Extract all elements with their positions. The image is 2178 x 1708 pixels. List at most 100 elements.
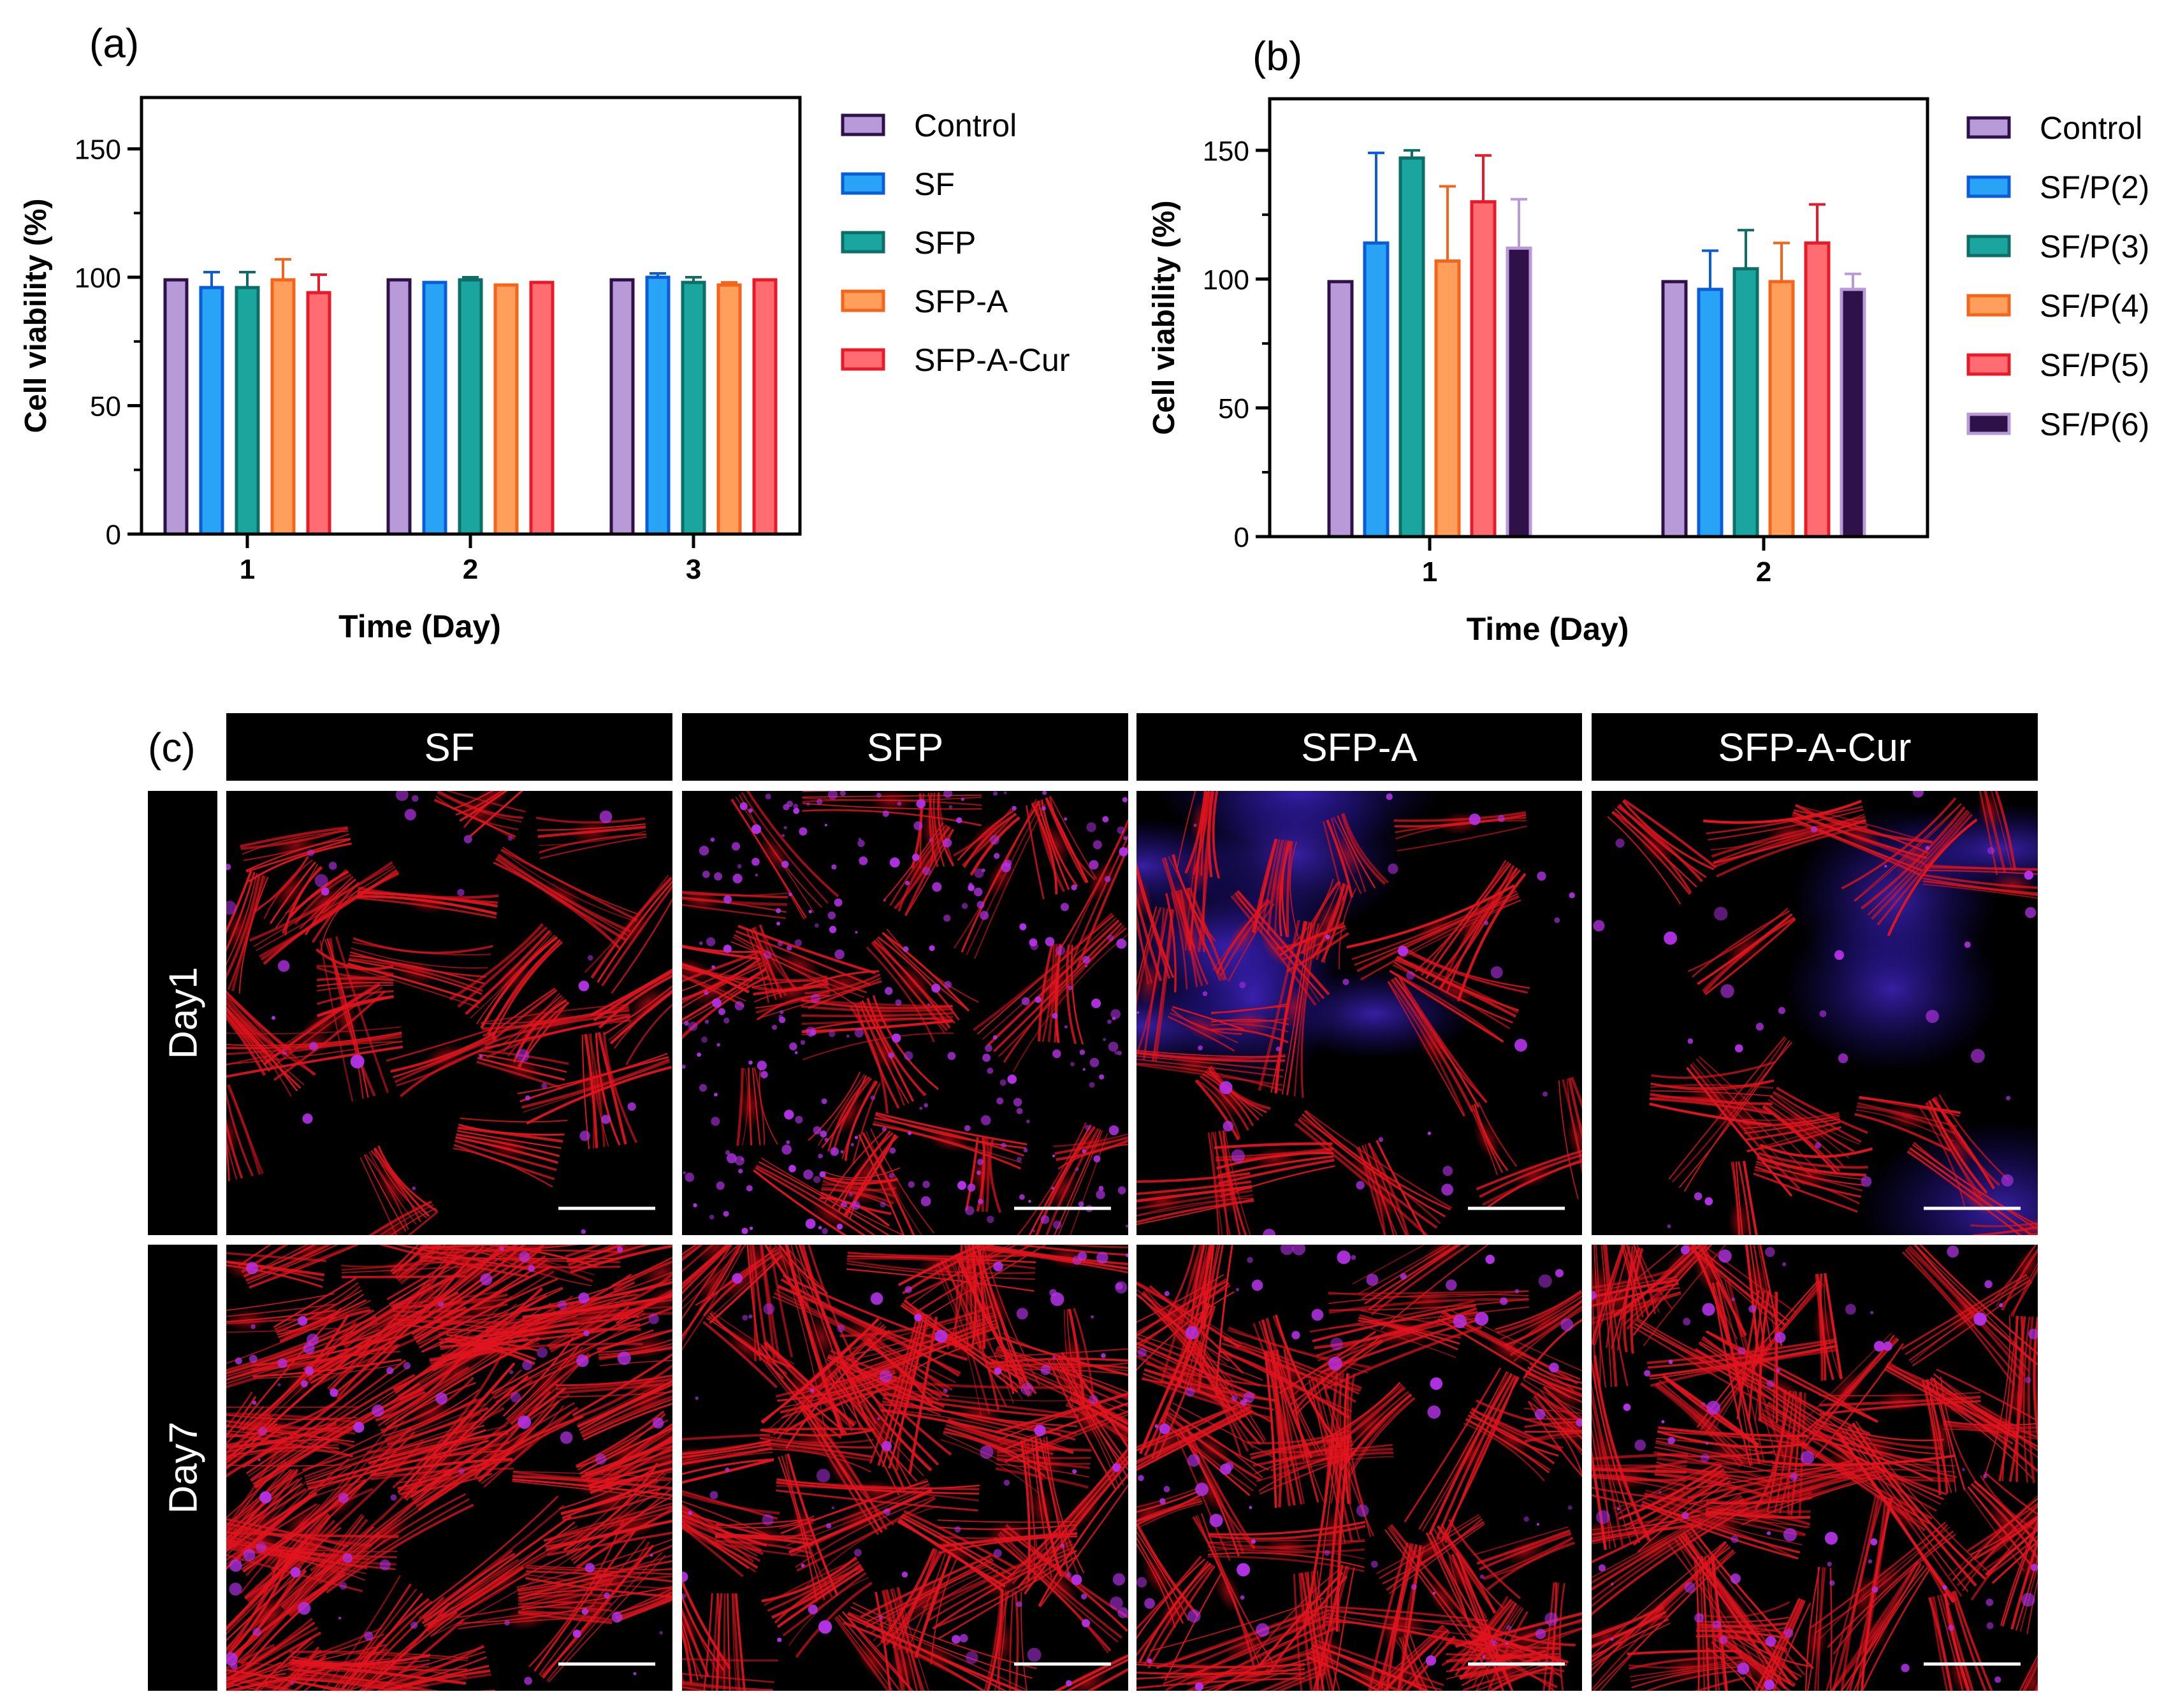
chart-a-legend-label-control: Control [914, 108, 1017, 143]
chart-a-legend-swatch-sf [841, 172, 885, 195]
chart-b-error-bar-sf-p-2-day-1 [1368, 151, 1384, 243]
chart-b-legend-label-sf-p-4: SF/P(4) [2040, 288, 2149, 324]
chart-b-error-bar-sf-p-5-day-2 [1809, 203, 1826, 243]
chart-a-legend-label-sfp-a-cur: SFP-A-Cur [914, 342, 1070, 378]
chart-a-error-bar-sf-day-1 [203, 271, 220, 288]
chart-a-bars [163, 257, 778, 536]
chart-b-error-bar-sf-p-5-day-1 [1475, 154, 1492, 202]
chart-a-ytick-label-0: 0 [106, 519, 121, 551]
chart-b-axes: 0 50 100 150 1 2 Time (Day) Cell viability (%) [1147, 97, 1929, 647]
chart-a-xtick-label-3: 3 [686, 554, 701, 585]
chart-b-xtick-label-2: 2 [1756, 556, 1771, 588]
nuclei-sfp-a-day7 [1136, 1245, 1582, 1691]
micrograph-sfp-a-cur-day7 [1592, 1245, 2038, 1691]
column-header-sfp-a-cur [1592, 713, 2038, 781]
chart-a-legend-item-sfp-a: SFP-A [841, 284, 1008, 319]
chart-a-bar-sfp-day-2 [458, 278, 483, 536]
chart-a-bar-sfp-a-cur-day-3 [752, 278, 778, 536]
chart-b-legend-item-sf-p-6: SF/P(6) [1966, 407, 2149, 442]
chart-a-error-bar-sfp-a-day-1 [275, 257, 291, 280]
actin-fibers-sf-day7 [226, 1245, 672, 1691]
chart-b-legend-swatch-control [1966, 116, 2011, 139]
chart-b-bars [1327, 148, 1866, 539]
column-header-sfp [682, 713, 1128, 781]
chart-b-legend: Control SF/P(2) SF/P(3) SF/P(4) SF/P(5) SF/P(… [1966, 110, 2149, 442]
chart-a-bar-sf-day-3 [645, 275, 671, 536]
chart-b-bar-sf-p-4-day-2 [1768, 280, 1795, 539]
chart-a-x-axis-label: Time (Day) [338, 609, 501, 644]
chart-b-legend-item-sf-p-5: SF/P(5) [1966, 347, 2149, 383]
nuclei-sfp-day1 [682, 791, 1128, 1234]
chart-b-bar-control-day-2 [1661, 280, 1688, 539]
chart-a-legend-item-sfp-a-cur: SFP-A-Cur [841, 342, 1070, 378]
micrograph-sf-day1 [226, 791, 672, 1235]
chart-b-error-bar-sf-p-4-day-2 [1773, 242, 1790, 282]
chart-a-bar-sf-day-2 [422, 280, 447, 536]
chart-a-legend-label-sfp-a: SFP-A [914, 284, 1008, 319]
chart-b-ytick-label-150: 150 [1203, 136, 1249, 167]
nuclei-sfp-a-day1 [1136, 793, 1575, 1235]
column-header-label-sfp-a: SFP-A [1301, 726, 1418, 770]
chart-b-error-bar-sf-p-4-day-1 [1439, 185, 1456, 261]
micrograph-sfp-day1 [682, 791, 1128, 1235]
chart-a-y-axis-label: Cell viability (%) [19, 198, 53, 433]
nuclei-sfp-a-cur-day1 [1593, 791, 2036, 1229]
panel-label-c: (c) [148, 725, 196, 771]
chart-a-error-bar-sfp-day-2 [462, 276, 479, 280]
chart-b-bar-sf-p-3-day-1 [1398, 156, 1425, 539]
column-header-sfp-a [1136, 713, 1582, 781]
chart-a-bar-sfp-a-cur-day-1 [306, 291, 331, 536]
chart-a-error-bar-sfp-a-cur-day-1 [310, 273, 327, 293]
chart-b-error-bar-sf-p-2-day-2 [1702, 249, 1718, 290]
chart-b-legend-swatch-sf-p-6 [1966, 412, 2011, 435]
chart-b-ytick-label-100: 100 [1203, 264, 1249, 296]
chart-b-legend-swatch-sf-p-4 [1966, 294, 2011, 317]
chart-a-error-bar-sfp-day-1 [239, 271, 256, 288]
chart-b-bar-sf-p-6-day-1 [1506, 246, 1532, 539]
chart-a-axes: 0 50 100 150 1 2 3 Time (Day) Cell viability (%) [19, 96, 802, 644]
chart-a-bar-sfp-day-3 [681, 280, 706, 536]
chart-a-legend-swatch-sfp [841, 231, 885, 254]
micrograph-sfp-day7 [682, 1245, 1128, 1691]
chart-b-bar-sf-p-5-day-2 [1804, 241, 1831, 539]
chart-b-ytick-label-50: 50 [1218, 393, 1249, 424]
chart-b-bar-sf-p-4-day-1 [1434, 259, 1461, 539]
row-header-day1 [148, 791, 217, 1235]
chart-a-error-bar-sf-day-3 [650, 272, 666, 278]
chart-b-error-bar-sf-p-3-day-1 [1404, 148, 1420, 158]
chart-a-legend-label-sf: SF [914, 166, 955, 202]
chart-b-legend-item-sf-p-2: SF/P(2) [1966, 170, 2149, 205]
actin-fibers-sfp-a-cur-day1 [1607, 791, 2038, 1235]
row-header-day7 [148, 1245, 217, 1691]
chart-b-bar-sf-p-2-day-1 [1363, 241, 1390, 539]
actin-fibers-sfp-day7 [682, 1245, 1128, 1691]
chart-a-error-bar-sfp-a-day-3 [721, 281, 737, 286]
chart-a: 0 50 100 150 1 2 3 Time (Day) Cell viability (%)… [19, 96, 1070, 644]
chart-a-legend-swatch-control [841, 113, 885, 136]
row-header-label-day7: Day7 [162, 1422, 206, 1514]
chart-b-legend-label-sf-p-3: SF/P(3) [2040, 229, 2149, 264]
micrograph-sfp-a-day7 [1136, 1245, 1582, 1691]
chart-a-ytick-label-150: 150 [75, 134, 121, 166]
micrograph-sfp-a-day1 [1136, 791, 1582, 1235]
chart-a-legend: Control SF SFP SFP-A SFP-A-Cur [841, 108, 1070, 378]
chart-b-bar-sf-p-3-day-2 [1732, 267, 1759, 539]
row-header-label-day1: Day1 [162, 967, 206, 1059]
chart-b-ytick-label-0: 0 [1234, 522, 1249, 553]
chart-b-plot-frame [1268, 97, 1929, 539]
chart-b-legend-swatch-sf-p-2 [1966, 175, 2011, 198]
chart-b-error-bar-sf-p-6-day-1 [1511, 198, 1527, 249]
chart-a-bar-sfp-a-day-2 [493, 283, 519, 536]
panel-label-b: (b) [1252, 33, 1302, 79]
micrograph-grid: SF SFP SFP-A SFP-A-Cur Day1 Day7 [148, 713, 2038, 1691]
chart-b-x-axis-label: Time (Day) [1467, 611, 1629, 647]
actin-fibers-sfp-a-day7 [1136, 1245, 1582, 1691]
chart-b-bar-sf-p-2-day-2 [1697, 287, 1724, 539]
chart-a-legend-item-sf: SF [841, 166, 955, 202]
chart-b-error-bar-sf-p-3-day-2 [1738, 229, 1754, 269]
column-header-label-sfp: SFP [867, 726, 944, 770]
chart-b-bar-sf-p-6-day-2 [1840, 287, 1866, 539]
chart-b-legend-label-sf-p-5: SF/P(5) [2040, 347, 2149, 383]
chart-a-legend-item-control: Control [841, 108, 1017, 143]
